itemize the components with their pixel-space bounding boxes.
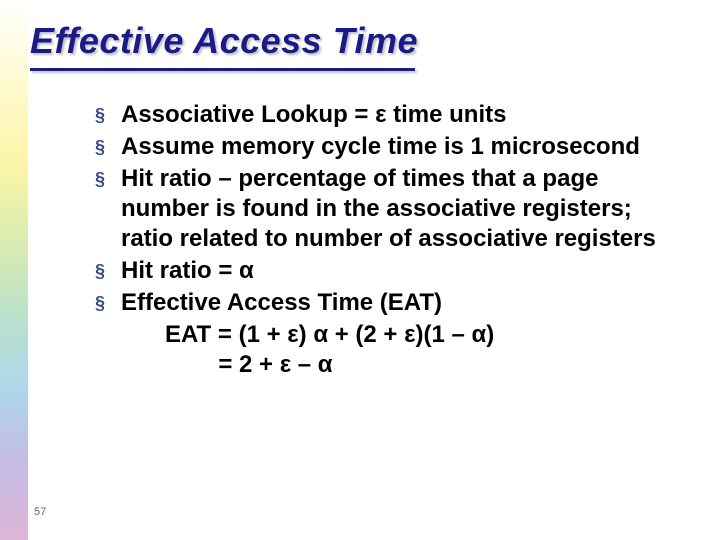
bullet-icon: § [95,100,121,130]
bullet-icon: § [95,132,121,162]
bullet-text: Associative Lookup = ε time units [121,100,685,130]
formula-line-2: = 2 + ε – α [165,350,685,380]
slide-content: § Associative Lookup = ε time units § As… [95,100,685,380]
slide: Effective Access Time § Associative Look… [0,0,720,540]
page-number: 57 [34,506,46,518]
title-underline [30,68,415,71]
bullet-text: Hit ratio = α [121,256,685,286]
bullet-item: § Hit ratio = α [95,256,685,286]
bullet-item: § Associative Lookup = ε time units [95,100,685,130]
slide-title: Effective Access Time [30,20,418,62]
left-gradient-bar [0,0,28,540]
bullet-text: Hit ratio – percentage of times that a p… [121,164,685,254]
bullet-icon: § [95,288,121,318]
bullet-text: Assume memory cycle time is 1 microsecon… [121,132,685,162]
bullet-icon: § [95,256,121,286]
bullet-item: § Assume memory cycle time is 1 microsec… [95,132,685,162]
bullet-icon: § [95,164,121,194]
formula-line-1: EAT = (1 + ε) α + (2 + ε)(1 – α) [165,320,685,350]
bullet-item: § Effective Access Time (EAT) [95,288,685,318]
bullet-text: Effective Access Time (EAT) [121,288,685,318]
bullet-item: § Hit ratio – percentage of times that a… [95,164,685,254]
